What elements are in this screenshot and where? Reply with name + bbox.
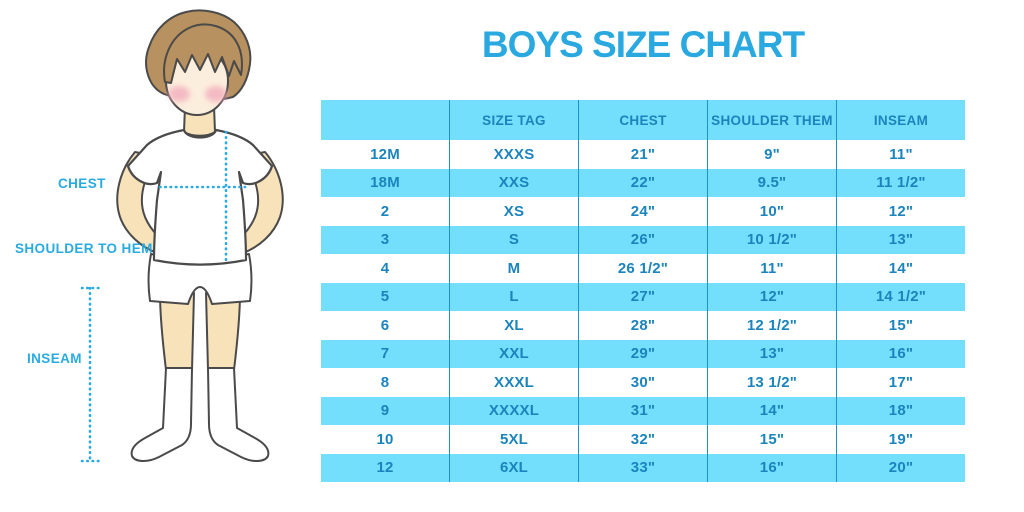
- table-cell: 33": [578, 453, 707, 482]
- table-row: 9 XXXXL 31" 14" 18": [321, 396, 965, 425]
- table-cell: 29": [578, 339, 707, 368]
- table-cell: 14 1/2": [836, 282, 965, 311]
- table-row: 12M XXXS 21" 9" 11": [321, 140, 965, 169]
- table-cell: 2: [321, 197, 449, 226]
- table-cell: 16": [836, 339, 965, 368]
- table-cell: 12": [836, 197, 965, 226]
- table-cell: 6XL: [449, 453, 578, 482]
- column-header-size: [321, 100, 449, 140]
- table-cell: 10 1/2": [707, 225, 836, 254]
- table-cell: M: [449, 254, 578, 283]
- table-cell: 21": [578, 140, 707, 169]
- table-cell: 14": [836, 254, 965, 283]
- table-cell: 12: [321, 453, 449, 482]
- table-cell: 27": [578, 282, 707, 311]
- table-cell: 26 1/2": [578, 254, 707, 283]
- table-cell: 9.5": [707, 168, 836, 197]
- inseam-label: INSEAM: [27, 351, 82, 366]
- table-cell: 30": [578, 368, 707, 397]
- table-cell: XXXXL: [449, 396, 578, 425]
- shoulder-to-hem-label: SHOULDER TO HEM: [15, 241, 153, 256]
- table-row: 2 XS 24" 10" 12": [321, 197, 965, 226]
- table-cell: 5XL: [449, 425, 578, 454]
- table-cell: 11": [836, 140, 965, 169]
- hair-fringe: [163, 23, 243, 84]
- page-title: BOYS SIZE CHART: [481, 24, 805, 65]
- table-cell: XL: [449, 311, 578, 340]
- table-cell: 28": [578, 311, 707, 340]
- table-cell: L: [449, 282, 578, 311]
- table-cell: 5: [321, 282, 449, 311]
- table-cell: 17": [836, 368, 965, 397]
- table-cell: 11": [707, 254, 836, 283]
- boy-illustration: [80, 9, 284, 463]
- table-cell: 22": [578, 168, 707, 197]
- column-header-chest: CHEST: [578, 100, 707, 140]
- table-cell: 4: [321, 254, 449, 283]
- table-cell: 8: [321, 368, 449, 397]
- table-cell: 12M: [321, 140, 449, 169]
- table-cell: 18": [836, 396, 965, 425]
- right-leg: [205, 292, 241, 371]
- table-row: 10 5XL 32" 15" 19": [321, 425, 965, 454]
- table-cell: 20": [836, 453, 965, 482]
- table-cell: 12": [707, 282, 836, 311]
- size-table-body: 12M XXXS 21" 9" 11" 18M XXS 22" 9.5" 11 1/2" 2 XS 24…: [321, 140, 965, 482]
- table-cell: 16": [707, 453, 836, 482]
- table-cell: 31": [578, 396, 707, 425]
- right-sock: [207, 367, 270, 462]
- table-row: 6 XL 28" 12 1/2" 15": [321, 311, 965, 340]
- table-cell: 19": [836, 425, 965, 454]
- table-cell: 26": [578, 225, 707, 254]
- table-cell: 11 1/2": [836, 168, 965, 197]
- left-cheek: [168, 86, 190, 102]
- table-row: 18M XXS 22" 9.5" 11 1/2": [321, 168, 965, 197]
- size-table: SIZE TAG CHEST SHOULDER THEM INSEAM 12M X…: [321, 100, 965, 482]
- right-cheek: [205, 86, 227, 102]
- table-row: 3 S 26" 10 1/2" 13": [321, 225, 965, 254]
- column-header-inseam: INSEAM: [836, 100, 965, 140]
- table-cell: XXXL: [449, 368, 578, 397]
- table-cell: 10: [321, 425, 449, 454]
- table-row: 5 L 27" 12" 14 1/2": [321, 282, 965, 311]
- chest-label: CHEST: [58, 176, 106, 191]
- table-cell: 32": [578, 425, 707, 454]
- table-cell: 3: [321, 225, 449, 254]
- table-row: 7 XXL 29" 13" 16": [321, 339, 965, 368]
- table-cell: S: [449, 225, 578, 254]
- left-leg: [159, 292, 195, 371]
- table-cell: XXS: [449, 168, 578, 197]
- table-cell: 9": [707, 140, 836, 169]
- table-row: 4 M 26 1/2" 11" 14": [321, 254, 965, 283]
- left-sock: [130, 367, 193, 462]
- table-cell: 12 1/2": [707, 311, 836, 340]
- table-cell: XS: [449, 197, 578, 226]
- table-cell: 9: [321, 396, 449, 425]
- table-cell: 7: [321, 339, 449, 368]
- column-header-size-tag: SIZE TAG: [449, 100, 578, 140]
- table-cell: 18M: [321, 168, 449, 197]
- table-row: 8 XXXL 30" 13 1/2" 17": [321, 368, 965, 397]
- table-cell: 24": [578, 197, 707, 226]
- table-cell: 6: [321, 311, 449, 340]
- table-cell: 13": [836, 225, 965, 254]
- table-cell: 13 1/2": [707, 368, 836, 397]
- tshirt: [126, 128, 274, 266]
- table-cell: 10": [707, 197, 836, 226]
- column-header-shoulder: SHOULDER THEM: [707, 100, 836, 140]
- table-cell: XXL: [449, 339, 578, 368]
- chart-content: BOYS SIZE CHART SIZE TAG CHEST SHOULDER …: [321, 0, 965, 512]
- table-cell: 14": [707, 396, 836, 425]
- table-cell: 15": [707, 425, 836, 454]
- table-cell: 15": [836, 311, 965, 340]
- table-cell: XXXS: [449, 140, 578, 169]
- table-header-row: SIZE TAG CHEST SHOULDER THEM INSEAM: [321, 100, 965, 140]
- boy-measurement-figure: CHEST SHOULDER TO HEM INSEAM: [0, 0, 320, 512]
- table-cell: 13": [707, 339, 836, 368]
- table-row: 12 6XL 33" 16" 20": [321, 453, 965, 482]
